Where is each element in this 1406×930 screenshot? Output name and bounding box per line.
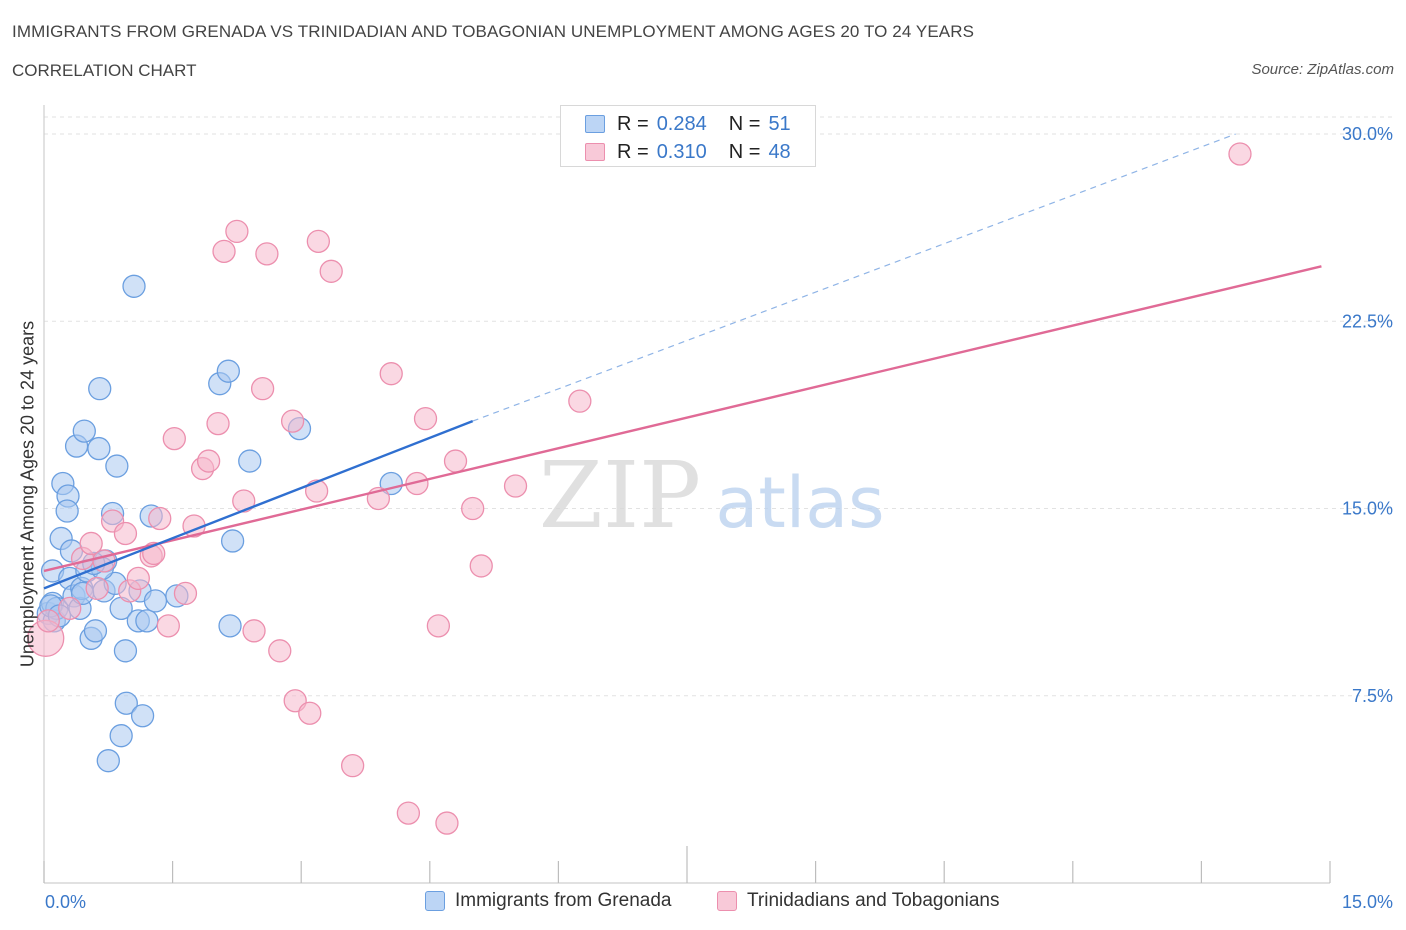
data-point xyxy=(238,449,262,473)
data-point xyxy=(88,377,112,401)
data-point xyxy=(114,691,138,715)
data-point xyxy=(396,801,421,825)
legend-label-trinidad: Trinidadians and Tobagonians xyxy=(747,890,1000,911)
data-point xyxy=(413,406,438,431)
data-point xyxy=(304,479,329,503)
grid-lines xyxy=(44,116,1395,697)
tick-labels: 7.5% 15.0% 22.5% 30.0% 0.0% 15.0% xyxy=(45,124,1393,912)
y-tick-label: 7.5% xyxy=(1352,686,1393,706)
r-value: 0.310 xyxy=(656,140,707,163)
data-point xyxy=(220,529,245,553)
trend-line-grenada xyxy=(43,419,474,590)
data-point xyxy=(298,701,322,725)
data-point xyxy=(109,724,133,748)
n-value: 48 xyxy=(768,140,791,163)
data-point xyxy=(85,576,109,601)
stats-legend: R = 0.284 N = 51 R = 0.310 N = 48 xyxy=(560,105,816,167)
legend-swatch-blue xyxy=(425,891,445,911)
legend-item-trinidad[interactable]: Trinidadians and Tobagonians xyxy=(717,890,999,912)
data-point xyxy=(503,474,528,498)
data-point xyxy=(126,566,150,591)
data-point xyxy=(148,506,172,531)
stats-legend-row-trinidad: R = 0.310 N = 48 xyxy=(585,140,791,164)
watermark-zip: ZIP xyxy=(539,442,701,549)
data-point xyxy=(225,219,249,244)
data-point xyxy=(426,614,451,638)
data-point xyxy=(216,359,240,383)
data-point xyxy=(461,496,485,521)
data-point xyxy=(469,554,493,578)
source-credit: Source: ZipAtlas.com xyxy=(1251,61,1394,78)
r-label: R = xyxy=(617,140,649,163)
data-point xyxy=(218,614,242,638)
data-point xyxy=(113,639,138,663)
data-point xyxy=(135,609,159,633)
data-point xyxy=(83,619,108,643)
data-point xyxy=(122,274,146,298)
data-point xyxy=(55,499,79,523)
data-point xyxy=(87,436,111,461)
data-point xyxy=(113,521,138,546)
y-axis-label: Unemployment Among Ages 20 to 24 years xyxy=(17,320,38,668)
chart-title: IMMIGRANTS FROM GRENADA VS TRINIDADIAN A… xyxy=(12,22,975,41)
data-point xyxy=(232,489,256,513)
axes xyxy=(43,105,1331,884)
series-legend: Immigrants from Grenada Trinidadians and… xyxy=(0,890,1406,916)
data-point xyxy=(162,426,186,451)
data-point xyxy=(206,411,230,436)
legend-item-grenada[interactable]: Immigrants from Grenada xyxy=(425,890,671,912)
data-point xyxy=(568,389,592,413)
data-point xyxy=(96,749,120,773)
data-point xyxy=(280,409,305,433)
data-point xyxy=(130,704,155,728)
n-label: N = xyxy=(728,140,761,163)
legend-swatch-pink xyxy=(585,143,605,161)
chart-subtitle: CORRELATION CHART xyxy=(12,61,197,80)
data-point xyxy=(379,362,403,386)
data-point xyxy=(242,619,266,643)
data-point xyxy=(143,589,168,613)
data-point xyxy=(340,754,365,778)
n-value: 51 xyxy=(768,112,791,135)
trend-line-trinidad xyxy=(43,265,1322,573)
legend-swatch-blue xyxy=(585,115,605,133)
data-point xyxy=(72,419,96,443)
data-point xyxy=(156,614,180,638)
data-point xyxy=(319,259,343,283)
data-point xyxy=(1228,142,1252,166)
data-point xyxy=(443,449,468,473)
y-tick-label: 30.0% xyxy=(1342,124,1393,144)
r-label: R = xyxy=(617,112,649,135)
series-grenada-points xyxy=(36,274,403,773)
y-tick-label: 22.5% xyxy=(1342,311,1393,331)
data-point xyxy=(105,454,129,478)
trend-lines xyxy=(43,133,1322,590)
watermark: ZIP atlas xyxy=(539,442,885,549)
trend-line-grenada-extension xyxy=(472,133,1236,422)
data-point xyxy=(255,242,279,266)
legend-label-grenada: Immigrants from Grenada xyxy=(455,890,672,911)
x-tick-label: 0.0% xyxy=(45,892,86,912)
n-label: N = xyxy=(728,112,761,135)
r-value: 0.284 xyxy=(656,112,707,135)
watermark-atlas: atlas xyxy=(715,462,884,544)
data-point xyxy=(58,596,82,621)
x-tick-label: 15.0% xyxy=(1342,892,1393,912)
data-point xyxy=(250,377,275,401)
data-point xyxy=(173,581,198,606)
data-point xyxy=(212,239,236,263)
y-tick-label: 15.0% xyxy=(1342,499,1393,519)
series-trinidad-points xyxy=(27,142,1252,835)
data-point xyxy=(268,639,292,663)
legend-swatch-pink xyxy=(717,891,737,911)
data-point xyxy=(196,449,221,473)
data-point xyxy=(79,531,103,556)
data-point xyxy=(306,229,330,254)
data-point xyxy=(36,609,60,633)
stats-legend-row-grenada: R = 0.284 N = 51 xyxy=(585,112,791,136)
data-point xyxy=(435,811,459,835)
